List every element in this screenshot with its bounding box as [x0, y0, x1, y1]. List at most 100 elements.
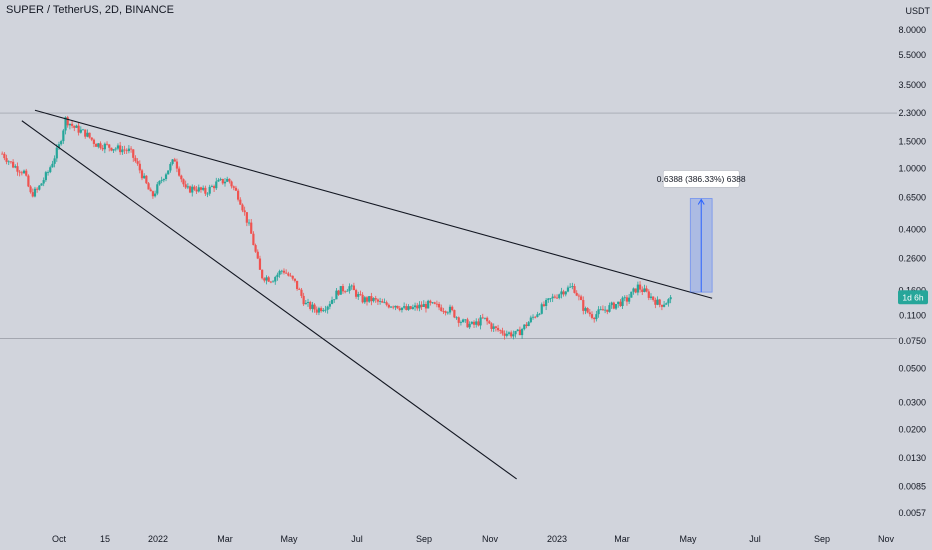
candle-body — [416, 305, 419, 309]
candle-body — [534, 316, 537, 318]
candle-body — [656, 299, 659, 305]
candle-body — [483, 317, 487, 319]
candle-body — [418, 304, 421, 309]
candle — [178, 166, 181, 177]
candle-body — [612, 302, 615, 309]
price-axis-tick: 0.0500 — [898, 363, 926, 373]
measure-tool: 0.6388 (386.33%) 6388 — [657, 170, 746, 293]
candle-body — [636, 284, 639, 293]
time-axis-label: May — [280, 534, 298, 544]
price-axis-tick: 2.3000 — [898, 108, 926, 118]
candle — [547, 297, 550, 303]
candle-body — [226, 178, 229, 182]
candle — [108, 144, 111, 152]
price-axis-tick: 1.0000 — [898, 164, 926, 174]
candle — [558, 293, 561, 300]
candle — [116, 143, 120, 151]
candle — [239, 197, 242, 206]
candle-body — [195, 189, 198, 192]
candle — [265, 275, 268, 285]
candle — [1, 151, 4, 155]
candle-body — [608, 305, 611, 312]
candle-body — [660, 304, 664, 307]
candle — [660, 304, 664, 311]
candle — [217, 178, 220, 182]
candle-body — [265, 277, 268, 281]
candle — [344, 290, 347, 294]
candle-body — [145, 175, 148, 184]
candle — [40, 183, 43, 186]
candle — [84, 129, 87, 139]
price-axis-tick: 1.5000 — [898, 137, 926, 147]
candle-body — [311, 304, 314, 309]
candle — [534, 315, 537, 319]
candle — [70, 120, 74, 129]
candle-body — [33, 188, 37, 197]
candle — [271, 280, 275, 283]
candle — [287, 271, 290, 277]
candle — [372, 297, 375, 303]
candle — [132, 149, 135, 162]
candle-body — [379, 301, 382, 302]
candle-body — [188, 186, 192, 193]
candle — [243, 206, 246, 216]
candle — [516, 328, 519, 332]
candle-body — [538, 313, 541, 315]
time-axis-label: Sep — [814, 534, 830, 544]
candle — [531, 314, 535, 320]
candle-body — [344, 291, 347, 293]
candle — [503, 330, 506, 340]
candle — [31, 188, 34, 198]
candle — [180, 174, 183, 183]
price-axis-tick: 0.2600 — [898, 253, 926, 263]
candle — [427, 299, 430, 309]
candle-body — [22, 170, 26, 174]
candle — [464, 319, 467, 323]
candle-body — [462, 319, 465, 323]
candle — [490, 322, 493, 332]
candle-body — [392, 306, 395, 308]
candle — [606, 309, 609, 315]
candle-body — [649, 296, 653, 298]
candle-body — [114, 148, 117, 150]
time-axis-label: 15 — [100, 534, 110, 544]
candle-body — [479, 317, 482, 326]
candle — [625, 295, 629, 306]
candle-body — [44, 172, 47, 181]
candle — [202, 185, 205, 192]
candle-body — [520, 329, 524, 336]
candle-body — [658, 299, 661, 305]
candle — [328, 301, 331, 310]
candle-body — [407, 306, 410, 310]
time-axis-label: 2022 — [148, 534, 168, 544]
candle — [300, 288, 303, 299]
candle-body — [459, 322, 463, 323]
price-axis-tick: 8.0000 — [898, 25, 926, 35]
candle — [468, 321, 471, 330]
candle-body — [62, 130, 65, 142]
candle — [313, 303, 316, 313]
candle-body — [138, 163, 141, 171]
candle-body — [455, 317, 458, 319]
candle — [162, 178, 165, 183]
candle — [212, 184, 216, 192]
candle-body — [370, 296, 373, 302]
candle — [191, 184, 194, 197]
candle — [601, 305, 605, 311]
candle-body — [173, 159, 176, 162]
candle-body — [267, 277, 270, 282]
candle — [614, 304, 618, 311]
candle — [114, 147, 117, 152]
candle — [282, 268, 286, 275]
candle-body — [385, 302, 388, 305]
candle-body — [68, 123, 72, 126]
candle-body — [53, 158, 56, 164]
candle-body — [112, 149, 115, 151]
candle-body — [669, 297, 672, 300]
candle-body — [280, 270, 283, 272]
candle — [472, 320, 476, 329]
candle-body — [409, 306, 412, 309]
candle — [383, 298, 386, 304]
candle — [298, 287, 301, 290]
